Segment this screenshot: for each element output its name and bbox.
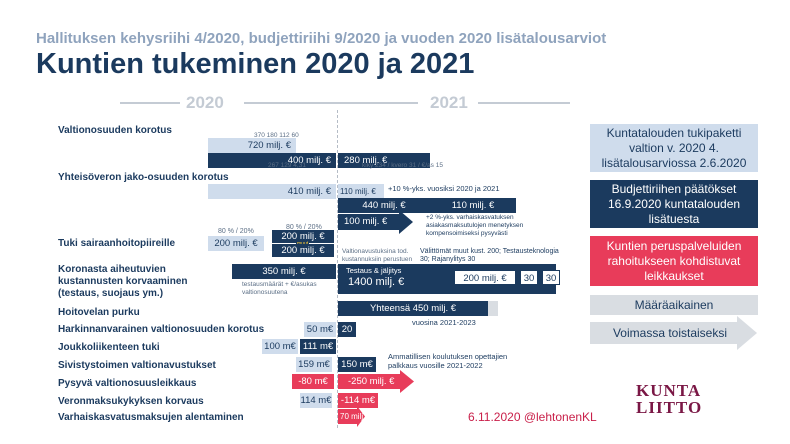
leikkaus-bar2: -250 milj. € [348, 376, 395, 387]
leikkaus-arrow-head [400, 370, 414, 393]
yhteisovero-bar-440: 440 milj. € [338, 198, 430, 213]
varhaiskasvatus-arrow-body [338, 409, 358, 424]
harkinnanvarainen-bar2: 20 [338, 322, 356, 337]
sairaanhoitopiirit-bar2: 200 milj. € [272, 230, 334, 243]
valtionosuus-bar-720: 720 milj. € [208, 138, 296, 153]
sairaanhoitopiirit-note-center: Valtionavustuksina tod. kustannuksiin pe… [342, 248, 413, 263]
logo-line2: LIITTO [636, 398, 703, 417]
harkinnanvarainen-bar1: 50 m€ [304, 322, 336, 337]
sairaanhoitopiirit-bar3: 200 milj. € [272, 244, 334, 257]
year-2021-label: 2021 [430, 93, 468, 112]
hoitovelka-bar-tail [488, 301, 498, 316]
korona-bar-350: 350 milj. € [232, 264, 336, 279]
row-label-koronakustannukset: Koronasta aiheutuvien kustannusten korva… [58, 264, 188, 299]
joukkoliikenne-bar2: 111 m€ [300, 339, 336, 354]
korona-bar-1400: 1400 milj. € [348, 276, 405, 288]
leikkaus-arrow-body [338, 374, 402, 389]
legend-ongoing-body [590, 322, 738, 344]
leikkaus-bar1: -80 m€ [292, 374, 334, 389]
legend-dark: Budjettiriihen päätökset 16.9.2020 kunta… [590, 180, 758, 228]
row-label-sivistystoimi: Sivistystoimen valtionavustukset [58, 360, 216, 371]
row-label-valtionosuus: Valtionosuuden korotus [58, 125, 172, 136]
sairaanhoitopiirit-note-right: Välittömät muut kust. 200; Testausteknol… [420, 248, 559, 263]
valtionosuus-bar-400: 400 milj. € [208, 153, 336, 168]
row-label-verokorvaus: Veronmaksukykyksen korvaus [58, 396, 204, 407]
valtionosuus-sub-note-a: 267 129 4,31 [268, 162, 306, 169]
sivistystoimi-bar1: 159 m€ [296, 357, 332, 372]
kuntaliitto-logo: KUNTA LIITTO [636, 382, 702, 416]
legend-red: Kuntien peruspalveluiden rahoitukseen ko… [590, 236, 758, 286]
valtionosuus-top-note: 370 180 112 60 [254, 132, 299, 139]
hoitovelka-bar-450: Yhteensä 450 milj. € [338, 301, 488, 316]
yhteisovero-note-10pct: +10 %-yks. vuosiksi 2020 ja 2021 [388, 184, 500, 193]
verokorvaus-bar1: 114 m€ [300, 393, 332, 408]
hoitovelka-note: vuosina 2021-2023 [412, 318, 476, 327]
row-label-hoitovelka: Hoitovelan purku [58, 307, 140, 318]
legend-ongoing-arrow-head [737, 316, 757, 350]
footer-date: 6.11.2020 @lehtonenKL [468, 410, 597, 424]
sairaanhoitopiirit-pct-a: 80 % / 20% [218, 228, 254, 235]
korona-box-200: 200 milj. € [454, 270, 516, 285]
yhteisovero-arrow-head [399, 210, 413, 234]
legend-ongoing: Voimassa toistaiseksi [612, 325, 728, 340]
sairaanhoitopiirit-bar1: 200 milj. € [208, 236, 264, 251]
axis-line-right [478, 102, 570, 104]
year-2020-label: 2020 [186, 93, 224, 112]
yhteisovero-note-2pct: +2 %-yks. varhaiskasvatuksen asiakasmaks… [426, 214, 524, 237]
verokorvaus-bar2: -114 m€ [338, 393, 378, 408]
joukkoliikenne-bar1: 100 m€ [262, 339, 298, 354]
row-label-sairaanhoitopiirit: Tuki sairaanhoitopiireille [58, 238, 176, 249]
axis-line-mid [244, 102, 418, 104]
page-title: Kuntien tukeminen 2020 ja 2021 [36, 48, 475, 80]
legend-light: Kuntatalouden tukipaketti valtion v. 202… [590, 124, 758, 172]
logo-line1: KUNTA [636, 381, 702, 400]
axis-line-left [120, 102, 180, 104]
row-label-joukkoliikenne: Joukkoliikenteen tuki [58, 342, 160, 353]
row-label-varhaiskasvatus: Varhaiskasvatusmaksujen alentaminen [58, 412, 244, 423]
yhteisovero-bar-410: 410 milj. € [208, 184, 336, 199]
korona-bar-1400-bg [338, 264, 556, 294]
varhaiskasvatus-bar: 70 milj. [340, 412, 366, 421]
sairaanhoitopiirit-pct-b: 80 % / 20% [286, 224, 322, 231]
yhteisovero-arrow-body [338, 214, 400, 230]
row-label-harkinnanvarainen: Harkinnanvarainen valtionosuuden korotus [58, 324, 265, 335]
yhteisovero-bar-110-dark: 110 milj. € [430, 198, 516, 213]
korona-bar-top-label: Testaus & jäljitys [346, 266, 402, 275]
sivistystoimi-note: Ammatillisen koulutuksen opettajien palk… [388, 352, 508, 370]
year-divider [337, 110, 338, 428]
yhteisovero-bar-110-light: 110 milj. € [338, 184, 384, 199]
korona-note-testausmaarat: testausmäärät + €/asukas valtionosuutena [242, 281, 317, 296]
valtionosuus-bar-280: 280 milj. € [338, 153, 430, 168]
sivistystoimi-bar2: 150 m€ [338, 357, 376, 372]
supertitle: Hallituksen kehysriihi 4/2020, budjettir… [36, 30, 607, 47]
korona-box-30a: 30 [520, 270, 538, 285]
varhaiskasvatus-arrow-head [357, 406, 365, 427]
valtionosuus-sub-note-b: kiky 234 / kvero 31 / €/as 15 [362, 162, 443, 169]
legend-fixed: Määräaikainen [590, 295, 758, 315]
korona-box-30b: 30 [542, 270, 560, 285]
row-label-valtionosuusleikkaus: Pysyvä valtionosuusleikkaus [58, 378, 197, 389]
row-label-yhteisovero: Yhteisöveron jako-osuuden korotus [58, 172, 229, 183]
yhteisovero-bar-100: 100 milj. € [344, 216, 388, 227]
